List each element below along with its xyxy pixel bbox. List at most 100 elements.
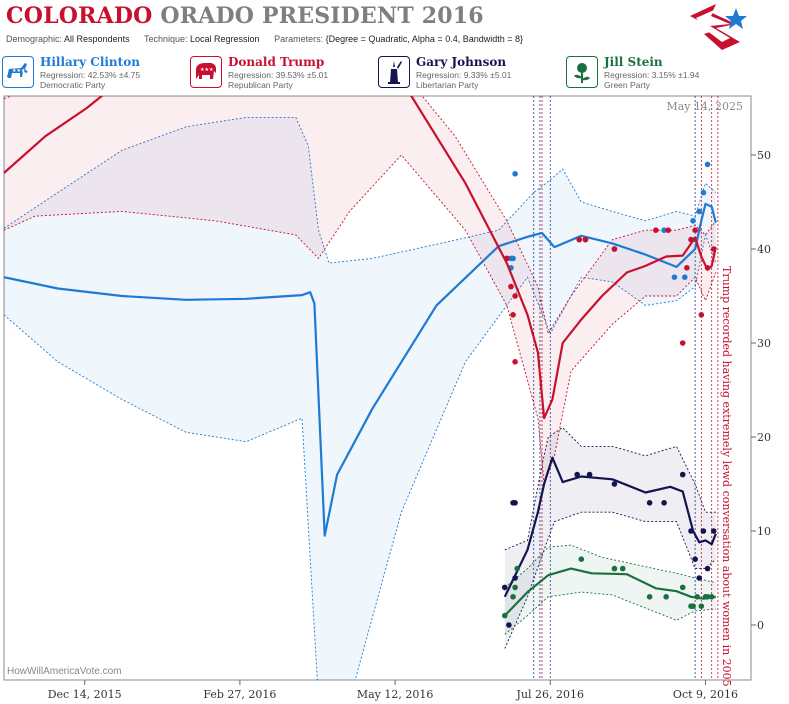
header: COLORADO ORADO PRESIDENT 2016 Demographi… (0, 0, 789, 52)
flag-logo-icon[interactable] (686, 2, 750, 52)
y-tick-label: 30 (757, 337, 771, 350)
candidate-party: Libertarian Party (416, 80, 479, 90)
band-lower-2 (504, 511, 717, 649)
y-tick-label: 0 (757, 619, 764, 632)
poll-point (663, 594, 669, 600)
poll-point (582, 236, 589, 243)
poll-point (646, 594, 653, 600)
poll-point (665, 227, 672, 233)
poll-point (611, 246, 618, 252)
poll-point (696, 575, 703, 581)
confidence-band-3 (504, 545, 716, 635)
plot-frame (3, 95, 752, 681)
demographic-value[interactable]: All Respondents (64, 34, 130, 44)
poll-point (684, 265, 690, 271)
candidate-legend: ★★★ Hillary Clinton Regression: 42.53% ±… (0, 52, 789, 94)
poll-point (504, 255, 510, 262)
x-tick-label: Oct 9, 2016 (673, 688, 738, 701)
y-tick-label: 40 (757, 243, 771, 256)
poll-point (679, 471, 686, 478)
x-tick-label: Jul 26, 2016 (516, 688, 585, 701)
candidate-name: Jill Stein (604, 55, 663, 69)
poll-point (619, 565, 626, 572)
poll-point (679, 584, 686, 591)
technique-value[interactable]: Local Regression (190, 34, 260, 44)
poll-point (653, 227, 659, 233)
poll-point (692, 227, 698, 233)
x-tick-label: Dec 14, 2015 (48, 688, 122, 701)
band-lower-0 (4, 233, 717, 680)
regression-line-1 (4, 96, 717, 420)
regression-chart: 0 10 20 30 40 50 Dec 14, 2015 Feb 27, 2016 May 1… (3, 95, 771, 701)
candidate-party: Democratic Party (40, 80, 106, 90)
poll-point (578, 556, 585, 562)
poll-point (510, 255, 516, 262)
poll-point (710, 528, 717, 534)
parameters-label: Parameters: (274, 34, 324, 44)
event-annotation: Trump recorded having extremely lewd con… (720, 266, 733, 687)
demographic-label: Demographic: (6, 34, 63, 44)
band-upper-3 (504, 544, 716, 588)
poll-point (694, 594, 700, 600)
poll-point (501, 584, 508, 591)
title-state: COLORADO (6, 3, 153, 29)
poll-point (681, 274, 688, 280)
poll-point (692, 556, 698, 562)
poll-point (704, 594, 711, 600)
poll-point (512, 584, 518, 591)
poll-point (611, 481, 618, 487)
poll-point (512, 359, 518, 365)
date-stamp: May 14, 2025 (666, 100, 743, 113)
band-upper-0 (4, 116, 717, 264)
poll-point (698, 312, 705, 318)
poll-point (512, 500, 518, 506)
candidate-party: Republican Party (228, 80, 293, 90)
candidate-name: Hillary Clinton (40, 55, 140, 69)
watermark: HowWillAmericaVote.com (7, 666, 121, 677)
poll-point (700, 189, 707, 196)
poll-point (704, 161, 711, 168)
candidate-regression: Regression: 9.33% ±5.01 (416, 70, 512, 80)
poll-point (688, 236, 694, 243)
candidate-name: Gary Johnson (416, 55, 507, 69)
poll-point (661, 227, 667, 233)
elephant-icon: ★★★ (190, 56, 222, 88)
parameters-bar: Demographic: All Respondents Technique: … (6, 34, 523, 44)
poll-point (576, 236, 583, 243)
poll-point (512, 293, 518, 299)
poll-point (696, 208, 703, 215)
poll-point (688, 528, 694, 534)
donkey-icon: ★★★ (2, 56, 34, 88)
confidence-band-0 (4, 117, 716, 680)
poll-point (611, 565, 618, 572)
rose-icon (566, 56, 598, 88)
poll-point (661, 500, 667, 506)
poll-point (698, 603, 705, 609)
poll-point (501, 612, 508, 619)
svg-text:★★★: ★★★ (12, 68, 26, 74)
candidate-party: Green Party (604, 80, 650, 90)
candidate-name: Donald Trump (228, 55, 325, 69)
svg-text:★★★: ★★★ (200, 67, 214, 73)
poll-point (646, 500, 653, 506)
poll-point (679, 340, 686, 346)
poll-point (574, 471, 580, 478)
parameters-value[interactable]: {Degree = Quadratic, Alpha = 0.4, Bandwi… (325, 34, 523, 44)
y-tick-label: 20 (757, 431, 771, 444)
poll-point (690, 218, 696, 224)
poll-point (700, 528, 707, 534)
poll-point (710, 246, 717, 252)
poll-point (506, 622, 512, 628)
poll-point (510, 594, 516, 600)
poll-point (512, 171, 518, 177)
band-lower-1 (4, 154, 717, 485)
poll-point (514, 565, 520, 572)
regression-line-2 (503, 456, 717, 598)
poll-point (708, 594, 715, 600)
technique-label: Technique: (143, 34, 188, 44)
poll-point (671, 274, 678, 280)
plot-area (4, 96, 719, 680)
poll-point (512, 575, 518, 581)
poll-point (704, 265, 711, 271)
y-tick-label: 10 (757, 525, 771, 538)
